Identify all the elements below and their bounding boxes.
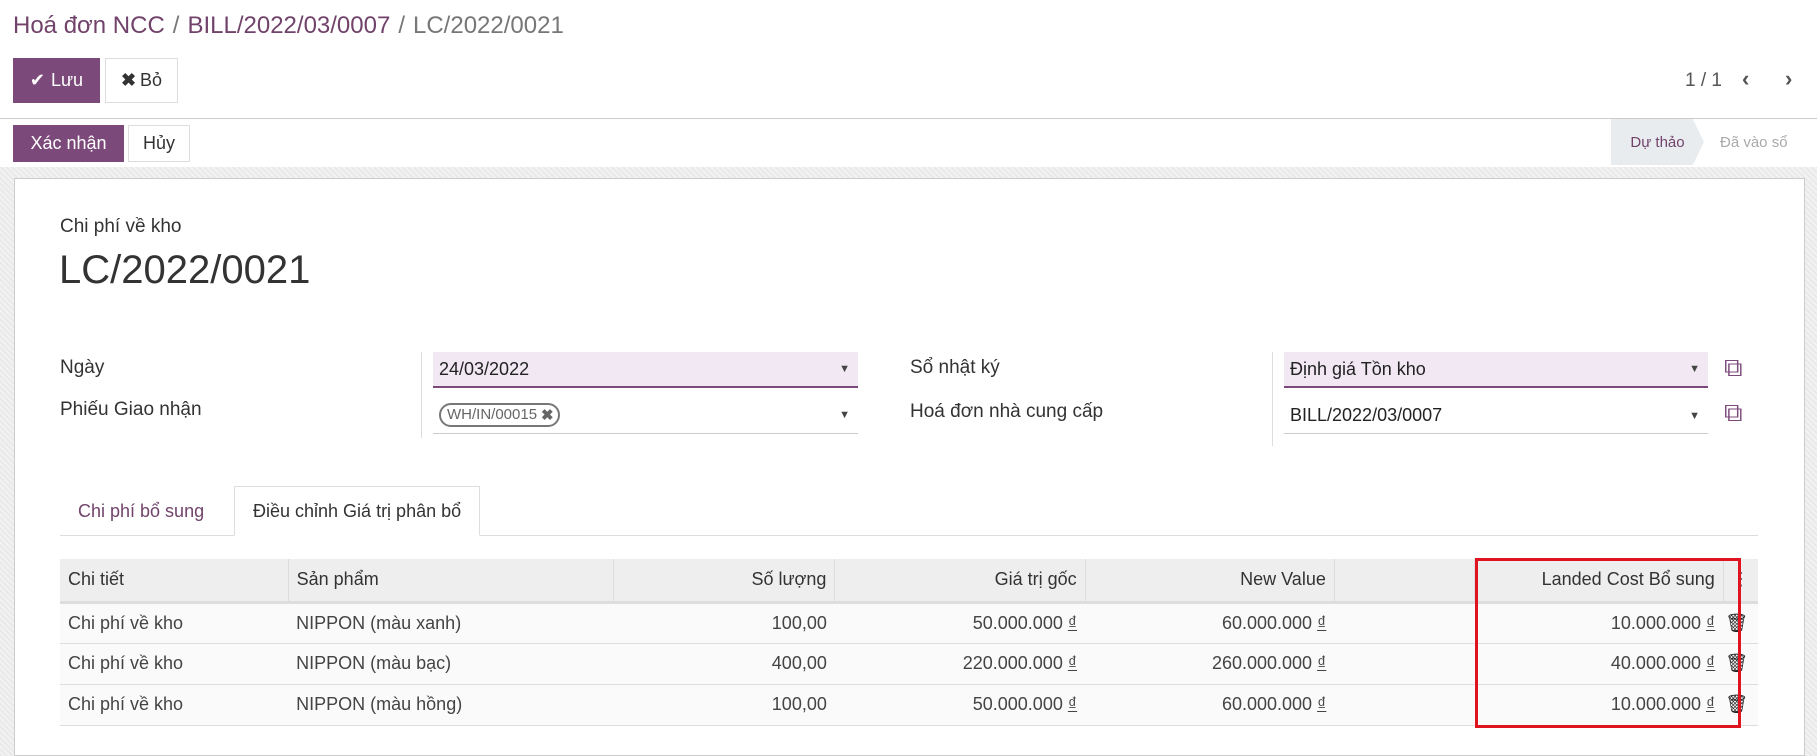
- currency-symbol: ₫: [1317, 694, 1327, 714]
- chevron-left-icon[interactable]: ‹: [1742, 66, 1750, 91]
- cell-quantity: 100,00: [613, 602, 835, 644]
- journal-label: Sổ nhật ký: [910, 357, 1000, 378]
- close-icon: ✖: [120, 70, 137, 90]
- cell-quantity: 100,00: [613, 684, 835, 726]
- form-subtitle: Chi phí về kho: [60, 216, 182, 237]
- cell-new-value-value: 260.000.000: [1211, 653, 1313, 673]
- cell-detail: Chi phí về kho: [60, 643, 289, 685]
- table-row[interactable]: Chi phí về kho NIPPON (màu hồng) 100,00 …: [60, 684, 1758, 726]
- cell-detail: Chi phí về kho: [60, 684, 289, 726]
- transfers-input[interactable]: WH/IN/00015 ✖ ▼: [433, 396, 858, 434]
- cell-added-cost: 10.000.000 ₫: [1474, 684, 1724, 726]
- currency-symbol: ₫: [1067, 653, 1078, 673]
- col-spacer: [1334, 559, 1475, 604]
- tag-label: WH/IN/00015: [447, 406, 538, 423]
- tab-valuation-adjustments[interactable]: Điều chỉnh Giá trị phân bổ: [234, 486, 481, 536]
- tab-additional-costs[interactable]: Chi phí bổ sung: [78, 500, 205, 521]
- currency-symbol: ₫: [1067, 612, 1078, 633]
- currency-symbol: ₫: [1706, 612, 1716, 633]
- vendor-bill-input[interactable]: BILL/2022/03/0007 ▼: [1284, 398, 1708, 434]
- breadcrumb-bill[interactable]: BILL/2022/03/0007: [187, 12, 391, 39]
- cell-spacer: [1334, 684, 1475, 726]
- cell-new-value: 260.000.000 ₫: [1085, 643, 1335, 685]
- save-button[interactable]: ✔ Lưu: [13, 58, 100, 103]
- external-link-icon[interactable]: ⧉: [1724, 397, 1743, 427]
- cell-new-value: 60.000.000 ₫: [1085, 602, 1335, 644]
- cell-added-cost: 10.000.000 ₫: [1474, 602, 1724, 644]
- table-row[interactable]: Chi phí về kho NIPPON (màu xanh) 100,00 …: [60, 602, 1758, 644]
- breadcrumb-vendor-bills[interactable]: Hoá đơn NCC: [13, 12, 165, 39]
- col-product[interactable]: Sản phẩm: [288, 559, 615, 604]
- cell-spacer: [1334, 602, 1475, 644]
- currency-symbol: ₫: [1317, 612, 1327, 633]
- currency-symbol: ₫: [1706, 694, 1716, 714]
- currency-symbol: ₫: [1706, 653, 1716, 673]
- cell-former-cost: 50.000.000 ₫: [834, 684, 1086, 726]
- discard-button[interactable]: ✖ Bỏ: [105, 58, 178, 103]
- col-quantity[interactable]: Số lượng: [613, 559, 836, 604]
- col-former-cost[interactable]: Giá trị gốc: [834, 559, 1086, 604]
- cell-added-cost-value: 10.000.000: [1610, 694, 1701, 714]
- cell-former-cost-value: 50.000.000: [972, 694, 1063, 714]
- discard-label: Bỏ: [140, 70, 163, 90]
- cell-new-value: 60.000.000 ₫: [1085, 684, 1335, 726]
- cell-product: NIPPON (màu hồng): [288, 684, 614, 726]
- highlight-box: [1475, 558, 1741, 728]
- field-divider: [421, 352, 422, 438]
- cell-added-cost-value: 40.000.000: [1610, 653, 1701, 673]
- cell-former-cost: 50.000.000 ₫: [834, 602, 1086, 644]
- tabs: Chi phí bổ sung Điều chỉnh Giá trị phân …: [60, 486, 1758, 536]
- col-added-cost[interactable]: Landed Cost Bổ sung: [1474, 559, 1724, 604]
- cell-product: NIPPON (màu xanh): [288, 602, 614, 644]
- cell-former-cost: 220.000.000 ₫: [834, 643, 1086, 685]
- date-label: Ngày: [60, 357, 105, 378]
- caret-down-icon: ▼: [839, 363, 850, 375]
- page-title: LC/2022/0021: [59, 248, 311, 292]
- table-row[interactable]: Chi phí về kho NIPPON (màu bạc) 400,00 2…: [60, 643, 1758, 685]
- cell-new-value-value: 60.000.000: [1221, 612, 1313, 633]
- col-detail[interactable]: Chi tiết: [60, 559, 289, 604]
- caret-down-icon: ▼: [839, 408, 850, 421]
- table-header: Chi tiết Sản phẩm Số lượng Giá trị gốc N…: [60, 559, 1758, 604]
- col-new-value[interactable]: New Value: [1085, 559, 1335, 604]
- cell-quantity: 400,00: [613, 643, 835, 685]
- cell-detail: Chi phí về kho: [60, 602, 289, 644]
- currency-symbol: ₫: [1067, 694, 1078, 714]
- check-icon: ✔: [29, 70, 45, 90]
- journal-input[interactable]: Định giá Tồn kho ▼: [1284, 352, 1708, 388]
- breadcrumb-current: LC/2022/0021: [413, 12, 564, 39]
- date-value: 24/03/2022: [439, 358, 530, 379]
- status-posted[interactable]: Đã vào sổ: [1720, 133, 1788, 151]
- breadcrumb-separator: /: [172, 12, 180, 39]
- vendor-bill-label: Hoá đơn nhà cung cấp: [910, 401, 1104, 422]
- valuation-adjustments-table: Chi tiết Sản phẩm Số lượng Giá trị gốc N…: [60, 559, 1758, 726]
- external-link-icon[interactable]: ⧉: [1724, 352, 1743, 382]
- cell-new-value-value: 60.000.000: [1221, 694, 1313, 714]
- transfers-label: Phiếu Giao nhận: [60, 399, 202, 420]
- journal-value: Định giá Tồn kho: [1290, 358, 1426, 379]
- chevron-right-icon[interactable]: ›: [1785, 66, 1793, 91]
- save-label: Lưu: [51, 70, 84, 90]
- cell-added-cost: 40.000.000 ₫: [1474, 643, 1724, 685]
- tag-remove-icon[interactable]: ✖: [541, 406, 554, 424]
- cell-added-cost-value: 10.000.000: [1610, 612, 1701, 633]
- currency-symbol: ₫: [1317, 653, 1327, 673]
- cell-former-cost-value: 50.000.000: [972, 612, 1063, 633]
- cancel-button[interactable]: Hủy: [128, 125, 190, 162]
- date-input[interactable]: 24/03/2022 ▼: [433, 352, 858, 388]
- divider: [0, 118, 1817, 119]
- vendor-bill-value: BILL/2022/03/0007: [1290, 405, 1443, 425]
- transfer-tag: WH/IN/00015 ✖: [439, 402, 560, 427]
- status-draft[interactable]: Dự thảo: [1611, 119, 1704, 165]
- cell-product: NIPPON (màu bạc): [288, 643, 614, 685]
- caret-down-icon: ▼: [1689, 363, 1700, 375]
- breadcrumb-separator: /: [398, 12, 405, 39]
- field-divider: [1272, 352, 1273, 446]
- cell-spacer: [1334, 643, 1475, 685]
- breadcrumb: Hoá đơn NCC / BILL/2022/03/0007 / LC/2022/00…: [13, 12, 564, 40]
- cell-former-cost-value: 220.000.000: [962, 653, 1063, 673]
- caret-down-icon: ▼: [1689, 409, 1700, 422]
- pager-value[interactable]: 1 / 1: [1685, 70, 1722, 91]
- confirm-button[interactable]: Xác nhận: [13, 125, 124, 162]
